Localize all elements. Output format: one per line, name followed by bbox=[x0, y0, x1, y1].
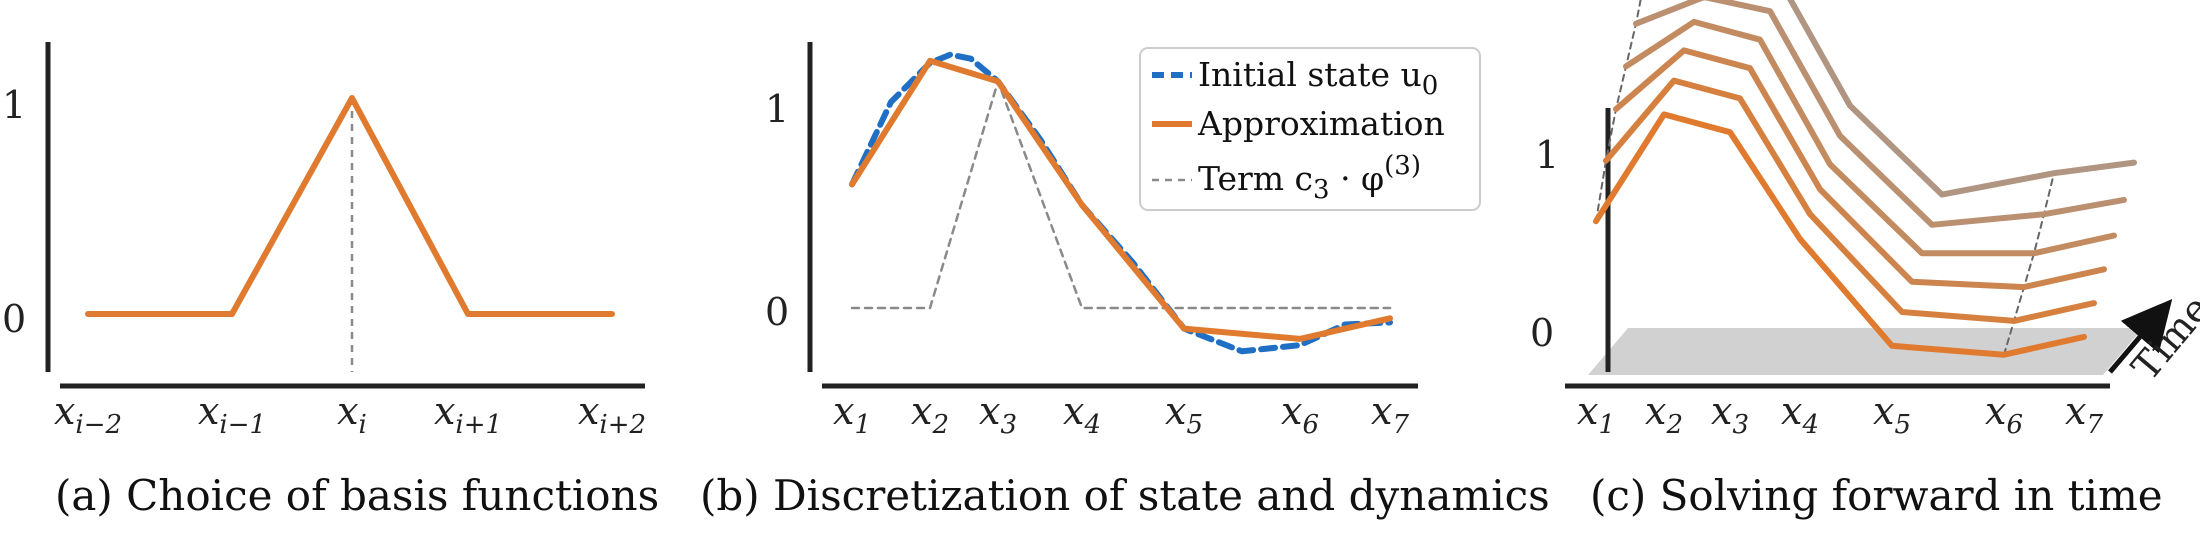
panel-a-caption: (a) Choice of basis functions bbox=[55, 471, 659, 520]
panel-b-x-label: x1 bbox=[833, 389, 871, 440]
panel-c-time-line bbox=[1623, 18, 2117, 257]
panel-c-time-arrow bbox=[2108, 298, 2173, 374]
panel-c-time-label: Time bbox=[2123, 287, 2200, 389]
panel-a-basis-line bbox=[85, 95, 615, 317]
panel-b-term-line bbox=[850, 80, 1392, 310]
panel-c-y-label-1: 1 bbox=[1535, 133, 1559, 177]
panel-b-x-label: x2 bbox=[911, 389, 949, 440]
panel-c-x-label: x2 bbox=[1645, 389, 1683, 440]
panel-c-time-line bbox=[1787, 0, 2137, 198]
panel-c-time-connector bbox=[1595, 0, 1642, 223]
panel-b-caption: (b) Discretization of state and dynamics bbox=[700, 471, 1550, 520]
panel-b-x-label: x5 bbox=[1165, 389, 1203, 440]
legend-frame bbox=[1139, 47, 1481, 211]
panel-c-time-line bbox=[1603, 77, 2097, 324]
legend-label-approx: Approximation bbox=[1197, 104, 1445, 143]
panel-b-x-label: x7 bbox=[1371, 389, 1409, 440]
panel-a-x-label: xi−1 bbox=[198, 389, 266, 440]
panel-a-x-label: xi+2 bbox=[578, 389, 646, 440]
panel-c-time-line bbox=[1593, 111, 2087, 358]
panel-c-x-label: x4 bbox=[1781, 389, 1819, 440]
panel-c-time-line bbox=[1633, 0, 2127, 228]
panel-c-x-label: x6 bbox=[1985, 389, 2023, 440]
panel-b-x-label: x3 bbox=[979, 389, 1017, 440]
panel-b-legend: Initial state u0 Approximation Term c3 ·… bbox=[1139, 47, 1481, 211]
panel-a-x-label: xi−2 bbox=[54, 389, 122, 440]
panel-b-approx-line bbox=[849, 57, 1393, 342]
legend-label-initial: Initial state u0 bbox=[1198, 55, 1438, 101]
panel-b-x-label: x6 bbox=[1281, 389, 1319, 440]
panel-c-x-label: x5 bbox=[1873, 389, 1911, 440]
panel-a-y-label-0: 0 bbox=[2, 297, 26, 341]
legend-label-term: Term c3 · φ(3) bbox=[1198, 151, 1421, 205]
panel-c-caption: (c) Solving forward in time bbox=[1590, 471, 2163, 520]
panel-c-time-line bbox=[1613, 47, 2107, 291]
panel-b-y-label-1: 1 bbox=[765, 87, 789, 131]
panel-c-x-label: x3 bbox=[1711, 389, 1749, 440]
panel-b-y-label-0: 0 bbox=[765, 290, 789, 334]
panel-c-time-plane bbox=[1588, 328, 2143, 375]
panel-a-y-label-1: 1 bbox=[2, 83, 26, 127]
panel-a: 1 0 xi−2 xi−1 xi xi+1 xi+2 (a) Choice of bas… bbox=[2, 42, 659, 520]
panel-a-x-label: xi+1 bbox=[434, 389, 502, 440]
panel-b-x-label: x4 bbox=[1063, 389, 1101, 440]
panel-c: 1 0 x1 x2 x3 x4 x5 x6 x7 Time (c) Solving forw… bbox=[1530, 0, 2200, 520]
panel-c-y-label-0: 0 bbox=[1530, 311, 1554, 355]
panel-b: 1 0 x1 x2 x3 x4 x5 x6 x7 Initial state u0 Appr… bbox=[700, 42, 1550, 520]
panel-c-x-label: x7 bbox=[2065, 389, 2103, 440]
panel-c-time-connector bbox=[2003, 172, 2055, 356]
panel-c-x-label: x1 bbox=[1577, 389, 1615, 440]
panel-a-x-label: xi bbox=[337, 389, 367, 440]
